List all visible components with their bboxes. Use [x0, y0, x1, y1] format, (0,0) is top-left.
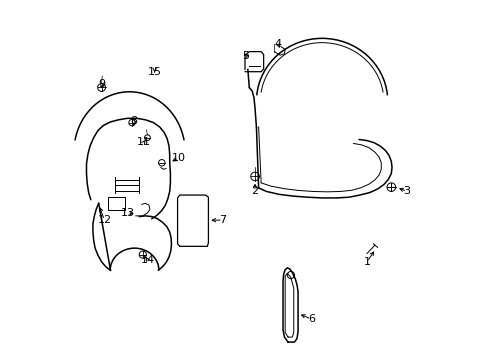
Text: 7: 7: [219, 215, 226, 225]
Text: 10: 10: [172, 153, 186, 163]
Text: 8: 8: [130, 116, 137, 126]
Text: 11: 11: [137, 138, 151, 147]
Text: 14: 14: [141, 255, 154, 265]
Text: 4: 4: [274, 40, 282, 49]
Text: 13: 13: [121, 208, 134, 218]
Text: 12: 12: [98, 215, 112, 225]
Text: 3: 3: [404, 186, 411, 197]
Text: 15: 15: [147, 67, 162, 77]
Text: 5: 5: [242, 51, 249, 61]
Text: 6: 6: [308, 314, 315, 324]
Text: 9: 9: [98, 79, 106, 89]
Text: 1: 1: [364, 257, 370, 267]
Text: 2: 2: [251, 186, 259, 197]
